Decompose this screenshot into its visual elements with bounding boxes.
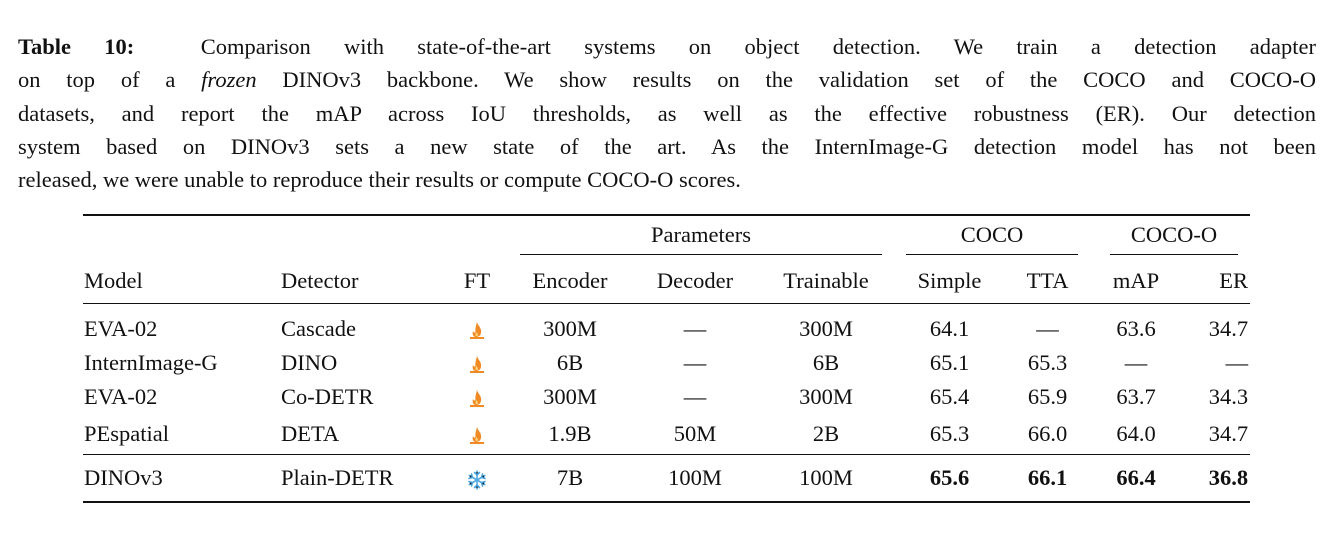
column-header: Trainable: [783, 268, 869, 294]
table-cell: 36.8: [1208, 464, 1249, 490]
column-header: Encoder: [532, 268, 608, 294]
caption-line: on top of a frozen DINOv3 backbone. We s…: [18, 63, 1316, 96]
table-cell: 7B: [556, 464, 584, 490]
table-cell: DINOv3: [84, 464, 163, 490]
table-row: EVA-02 Cascade 300M — 300M 64.1 — 63.6 34.7: [83, 303, 1250, 346]
table-cell: —: [1124, 350, 1148, 375]
caption: Table 10: Comparison with state-of-the-a…: [18, 30, 1316, 196]
caption-text: on top of a: [18, 67, 176, 93]
table-cell: Co-DETR: [281, 384, 374, 409]
group-header: Parameters: [520, 222, 883, 255]
caption-text: system based on DINOv3 sets a new state …: [18, 133, 1316, 159]
table-cell: 64.0: [1116, 420, 1156, 446]
caption-emphasis: frozen: [201, 67, 257, 93]
ft-cell: [446, 414, 508, 454]
table-cell: EVA-02: [84, 315, 158, 341]
table-cell: 65.3: [1027, 350, 1068, 375]
fine-tuned-icon: [470, 426, 484, 444]
group-header-row: Parameters COCO COCO-O: [83, 215, 1250, 260]
table-cell: 300M: [543, 384, 597, 409]
caption-line: Table 10: Comparison with state-of-the-a…: [18, 30, 1316, 63]
caption-text: DINOv3 backbone. We show results on the …: [282, 67, 1317, 93]
table-cell: 66.0: [1027, 420, 1068, 446]
caption-text: released, we were unable to reproduce th…: [18, 167, 741, 193]
table-row: PEspatial DETA 1.9B 50M 2B 65.3 66.0 64.0 34.7: [83, 414, 1250, 454]
table-cell: 66.1: [1027, 464, 1068, 490]
column-header: Decoder: [656, 268, 734, 294]
table-cell: —: [683, 315, 707, 341]
table-cell: 300M: [799, 384, 853, 409]
table-cell: 6B: [556, 350, 584, 375]
table-cell: —: [1036, 315, 1059, 341]
frozen-icon: [468, 469, 486, 490]
table-cell: 2B: [812, 420, 840, 446]
table-cell: Cascade: [281, 315, 356, 341]
table-cell: PEspatial: [84, 420, 169, 446]
column-header: Detector: [281, 268, 359, 294]
table-cell: 1.9B: [548, 420, 592, 446]
table-cell: 300M: [543, 315, 597, 341]
table-cell: —: [683, 350, 707, 375]
header-row: Model Detector FT Encoder Decoder Trainable Si…: [83, 260, 1251, 303]
table-cell: 65.1: [929, 350, 970, 375]
table-cell: 63.7: [1116, 384, 1156, 409]
fine-tuned-icon: [470, 355, 484, 373]
caption-line: system based on DINOv3 sets a new state …: [18, 130, 1316, 163]
table-row: EVA-02 Co-DETR 300M — 300M 65.4 65.9 63.7 34.3: [83, 380, 1250, 414]
table-cell: 34.7: [1208, 315, 1249, 341]
caption-line: released, we were unable to reproduce th…: [18, 163, 1316, 196]
column-header: Simple: [917, 268, 982, 294]
table-row: InternImage-G DINO 6B — 6B 65.1 65.3 — —: [83, 346, 1250, 380]
column-header: TTA: [1026, 268, 1069, 294]
table-cell: 65.3: [929, 420, 970, 446]
column-header: mAP: [1112, 268, 1160, 294]
caption-text: datasets, and report the mAP across IoU …: [18, 100, 1316, 126]
table-cell: 300M: [799, 315, 853, 341]
column-header: FT: [463, 268, 491, 294]
column-header: Model: [84, 268, 143, 294]
table-cell: 34.3: [1208, 384, 1249, 409]
table-cell: 65.6: [929, 464, 970, 490]
ft-cell: [446, 303, 508, 346]
ft-cell: [446, 454, 508, 502]
ft-cell: [446, 346, 508, 380]
table-cell: 100M: [668, 464, 722, 490]
table-cell: 100M: [799, 464, 853, 490]
table-cell: 6B: [812, 350, 840, 375]
caption-line: datasets, and report the mAP across IoU …: [18, 97, 1316, 130]
table-cell: EVA-02: [84, 384, 158, 409]
table-cell: —: [683, 384, 707, 409]
column-header: ER: [1219, 268, 1249, 294]
fine-tuned-icon: [470, 321, 484, 339]
table-cell: —: [1225, 350, 1249, 375]
table-cell: 63.6: [1116, 315, 1156, 341]
table-cell: 34.7: [1208, 420, 1249, 446]
caption-text: Comparison with state-of-the-art systems…: [200, 34, 1317, 59]
table-cell: Plain-DETR: [281, 464, 394, 490]
fine-tuned-icon: [470, 389, 484, 407]
table-cell: 50M: [673, 420, 717, 446]
table-cell: 64.1: [929, 315, 970, 341]
table-cell: InternImage-G: [84, 350, 218, 375]
table-cell: 65.4: [929, 384, 970, 409]
group-header: COCO-O: [1110, 222, 1239, 255]
table-row: DINOv3 Plain-DETR 7B 100M 100M 65.6 66.1 66.4 36…: [83, 454, 1251, 502]
results-table: Parameters COCO COCO-O Model Detector FT En…: [83, 214, 1251, 503]
group-header: COCO: [906, 222, 1079, 255]
table-cell: DINO: [281, 350, 338, 375]
table-cell: DETA: [281, 420, 340, 446]
ft-cell: [446, 380, 508, 414]
table-cell: 66.4: [1116, 464, 1156, 490]
table-cell: 65.9: [1027, 384, 1068, 409]
caption-label: Table 10:: [18, 34, 135, 59]
